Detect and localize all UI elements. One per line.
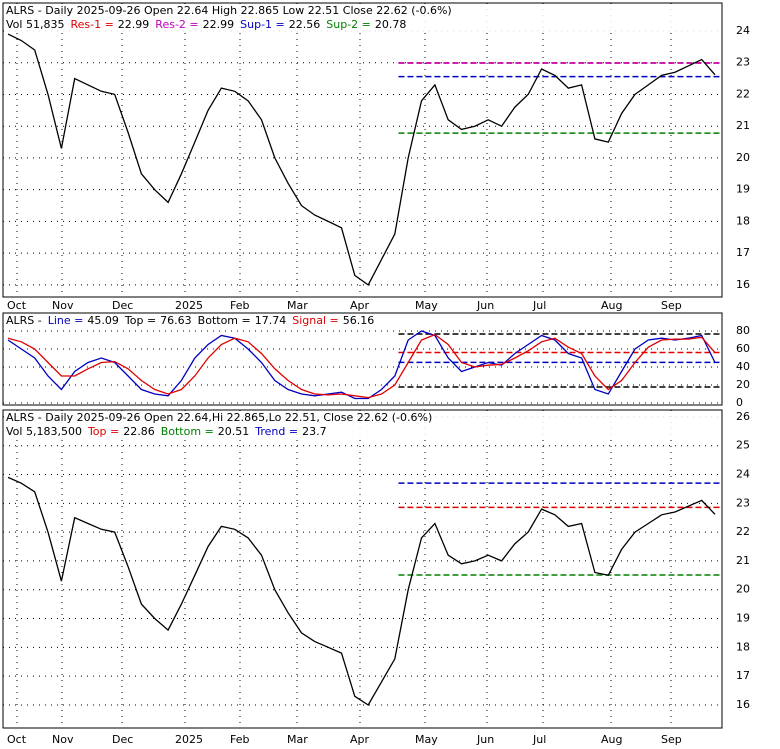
level-label: Bottom = bbox=[161, 425, 214, 438]
header-bg bbox=[4, 314, 721, 328]
chart-title: ALRS - Daily 2025-09-26 Open 22.64 High … bbox=[6, 4, 452, 17]
level-label: Top = bbox=[87, 425, 119, 438]
x-tick-label: Sep bbox=[661, 733, 682, 745]
volume-text: Vol 51,835 bbox=[6, 18, 64, 31]
x-tick-label: May bbox=[415, 299, 438, 312]
level-label: Sup-1 = bbox=[240, 18, 285, 31]
x-tick-label: Apr bbox=[350, 733, 370, 745]
y-tick-label: 24 bbox=[736, 24, 750, 37]
x-tick-label: May bbox=[415, 733, 438, 745]
y-tick-label: 24 bbox=[736, 468, 750, 481]
header-bg bbox=[4, 411, 721, 439]
y-tick-label: 21 bbox=[736, 119, 750, 132]
y-tick-label: 26 bbox=[736, 410, 750, 423]
level-value: 22.99 bbox=[203, 18, 235, 31]
y-tick-label: 19 bbox=[736, 183, 750, 196]
y-tick-label: 22 bbox=[736, 525, 750, 538]
level-label: Res-2 = bbox=[155, 18, 198, 31]
y-tick-label: 60 bbox=[736, 342, 750, 355]
y-tick-label: 18 bbox=[736, 214, 750, 227]
y-tick-label: 40 bbox=[736, 360, 750, 373]
y-tick-label: 18 bbox=[736, 640, 750, 653]
chart-title: ALRS - Daily 2025-09-26 Open 22.64,Hi 22… bbox=[6, 411, 432, 424]
level-label: Top = bbox=[124, 314, 156, 327]
level-value: 56.16 bbox=[343, 314, 375, 327]
level-value: 20.51 bbox=[218, 425, 250, 438]
level-value: 22.99 bbox=[118, 18, 150, 31]
x-tick-label: 2025 bbox=[175, 733, 203, 745]
header-bg bbox=[4, 4, 721, 32]
y-tick-label: 20 bbox=[736, 151, 750, 164]
x-tick-label: Mar bbox=[287, 733, 308, 745]
series-line bbox=[7, 330, 716, 400]
y-tick-label: 23 bbox=[736, 56, 750, 69]
y-tick-label: 22 bbox=[736, 87, 750, 100]
x-tick-label: Nov bbox=[52, 299, 74, 312]
level-label: Trend = bbox=[254, 425, 298, 438]
series-line bbox=[7, 33, 716, 286]
level-label: Bottom = bbox=[198, 314, 251, 327]
level-label: Line = bbox=[48, 314, 84, 327]
x-tick-label: Sep bbox=[661, 299, 682, 312]
level-value: 22.56 bbox=[289, 18, 321, 31]
panel-frame bbox=[2, 312, 723, 406]
level-label: Sup-2 = bbox=[326, 18, 371, 31]
y-tick-label: 20 bbox=[736, 583, 750, 596]
x-tick-label: Dec bbox=[112, 733, 133, 745]
x-tick-label: Feb bbox=[230, 299, 249, 312]
series-line bbox=[7, 476, 716, 706]
level-value: 22.86 bbox=[123, 425, 155, 438]
level-label: Signal = bbox=[292, 314, 339, 327]
y-tick-label: 0 bbox=[736, 396, 743, 409]
x-tick-label: Jul bbox=[532, 299, 546, 312]
series-line bbox=[7, 333, 716, 399]
level-value: 23.7 bbox=[302, 425, 327, 438]
x-tick-label: Feb bbox=[230, 733, 249, 745]
volume-text: Vol 5,183,500 bbox=[6, 425, 82, 438]
x-tick-label: Aug bbox=[601, 299, 622, 312]
x-tick-label: Nov bbox=[52, 733, 74, 745]
x-tick-label: Apr bbox=[350, 299, 370, 312]
level-value: 76.63 bbox=[160, 314, 192, 327]
y-tick-label: 23 bbox=[736, 496, 750, 509]
title-text: ALRS - Daily 2025-09-26 Open 22.64 High … bbox=[6, 4, 452, 17]
x-tick-label: Dec bbox=[112, 299, 133, 312]
y-tick-label: 16 bbox=[736, 278, 750, 291]
y-tick-label: 16 bbox=[736, 698, 750, 711]
level-value: 20.78 bbox=[375, 18, 407, 31]
chart-title: ALRS - Line = 45.09 Top = 76.63 Bottom = 17.74… bbox=[6, 314, 374, 327]
y-tick-label: 17 bbox=[736, 669, 750, 682]
title-text: ALRS - Daily 2025-09-26 Open 22.64,Hi 22… bbox=[6, 411, 432, 424]
header-line: Vol 51,835 Res-1 = 22.99 Res-2 = 22.99 Sup-1 … bbox=[6, 18, 406, 31]
title-text: ALRS - bbox=[6, 314, 42, 327]
x-tick-label: Oct bbox=[7, 733, 27, 745]
y-tick-label: 19 bbox=[736, 612, 750, 625]
header-line: Vol 5,183,500 Top = 22.86 Bottom = 20.51 Tren… bbox=[6, 425, 327, 438]
level-value: 45.09 bbox=[87, 314, 119, 327]
y-tick-label: 20 bbox=[736, 378, 750, 391]
x-tick-label: Jun bbox=[476, 299, 494, 312]
y-tick-label: 21 bbox=[736, 554, 750, 567]
x-tick-label: Oct bbox=[7, 299, 27, 312]
y-tick-label: 17 bbox=[736, 246, 750, 259]
x-tick-label: 2025 bbox=[175, 299, 203, 312]
panel-frame bbox=[2, 2, 723, 298]
x-tick-label: Jun bbox=[476, 733, 494, 745]
level-value: 17.74 bbox=[255, 314, 287, 327]
x-tick-label: Jul bbox=[532, 733, 546, 745]
x-tick-label: Aug bbox=[601, 733, 622, 745]
level-label: Res-1 = bbox=[70, 18, 113, 31]
y-tick-label: 25 bbox=[736, 439, 750, 452]
y-tick-label: 80 bbox=[736, 324, 750, 337]
x-tick-label: Mar bbox=[287, 299, 308, 312]
panel-frame bbox=[2, 409, 723, 729]
